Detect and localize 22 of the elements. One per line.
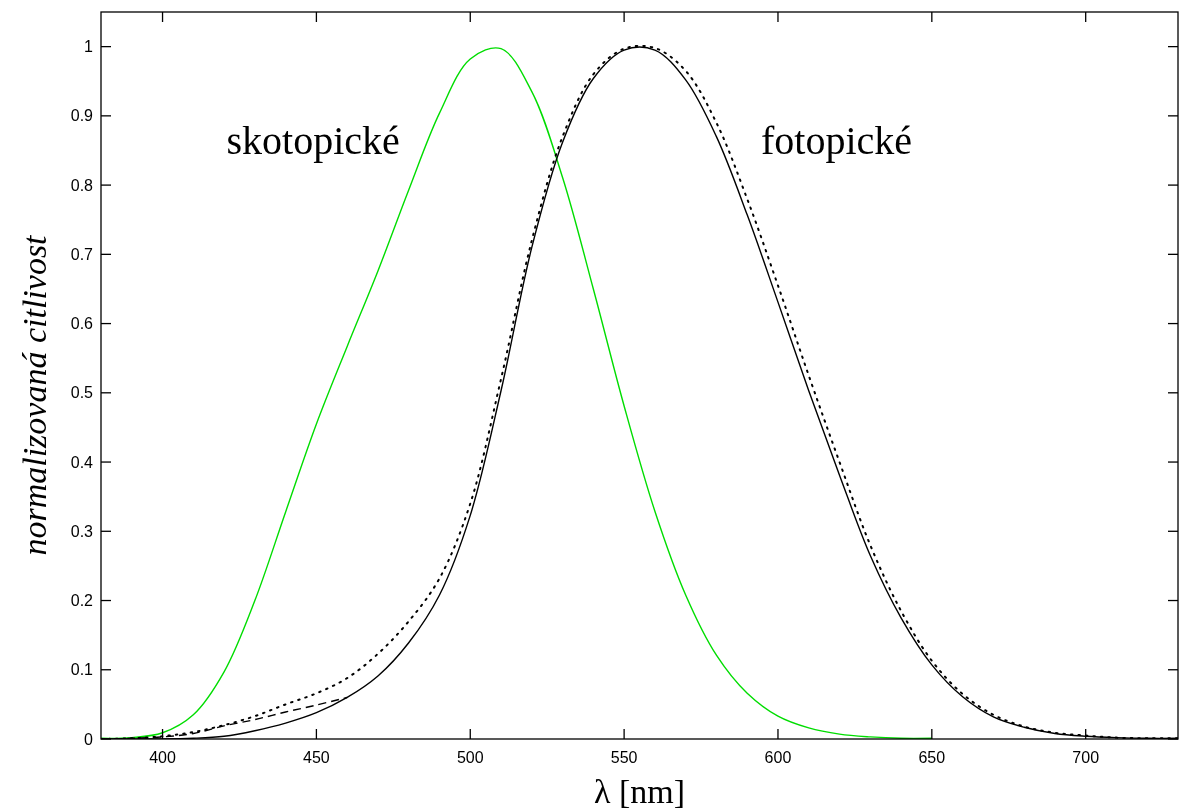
y-tick-label: 0.9 [70, 107, 94, 125]
y-tick-label: 0.7 [70, 245, 94, 263]
y-tick-label: 1 [84, 38, 94, 56]
y-tick-label: 0.6 [70, 315, 94, 333]
y-tick-label: 0.2 [70, 592, 94, 610]
y-tick-label: 0.4 [70, 453, 94, 471]
x-tick-label: 400 [149, 749, 176, 766]
x-axis-title: λ [nm] [593, 773, 686, 809]
annotation: fotopické [761, 117, 913, 163]
x-tick-label: 600 [764, 749, 792, 766]
x-tick-label: 450 [303, 749, 330, 766]
x-tick-label: 650 [918, 749, 946, 766]
y-tick-label: 0.3 [70, 522, 94, 540]
annotation: skotopické [226, 117, 400, 163]
y-tick-label: 0.8 [70, 176, 94, 194]
y-tick-label: 0.5 [70, 384, 94, 402]
x-tick-label: 700 [1072, 749, 1100, 766]
x-tick-label: 500 [456, 749, 484, 766]
x-tick-label: 550 [610, 749, 638, 766]
y-axis-title: normalizovaná citlivost [16, 233, 53, 556]
y-tick-label: 0.1 [70, 661, 94, 679]
y-tick-label: 0 [84, 730, 94, 748]
